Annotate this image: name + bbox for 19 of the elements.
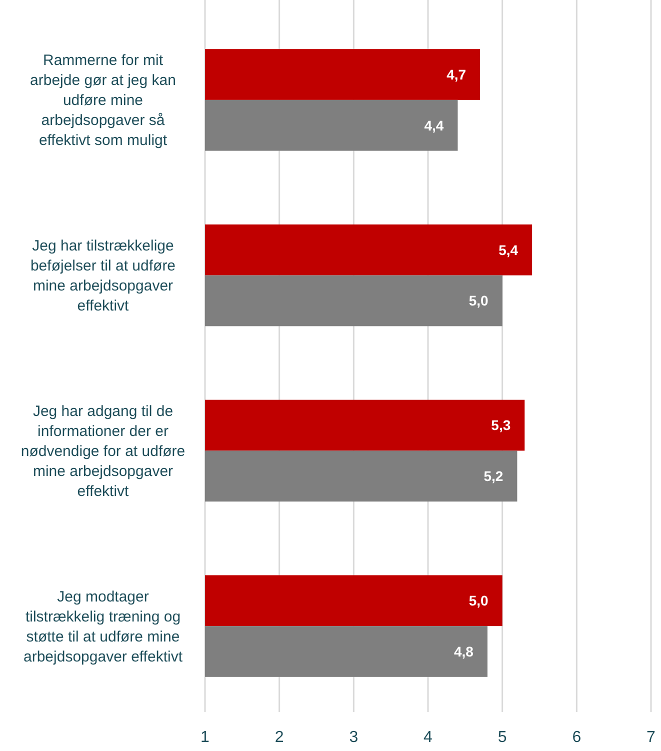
- data-label: 4,7: [446, 66, 466, 82]
- data-label: 5,0: [468, 592, 489, 609]
- x-tick-label: 1: [200, 729, 210, 746]
- y-tick-label: Jeg har adgang til de informationer der er nødvendige for at udføre mine arbejdsopgaver effektivt: [20, 402, 186, 500]
- x-tick-label: 7: [646, 729, 656, 746]
- x-tick-label: 4: [424, 729, 433, 746]
- y-tick-label: Rammerne for mit arbejde gør at jeg kan udføre mine arbejdsopgaver så effektivt som muligt: [30, 52, 176, 150]
- x-tick-label: 2: [274, 729, 284, 746]
- data-label: 4,8: [454, 643, 474, 660]
- x-tick-label: 3: [349, 729, 358, 746]
- y-tick-label: Jeg modtager tilstrækkelig træning og støtte til at udføre mine arbejdsopgaver effektivt: [24, 588, 184, 666]
- x-tick-label: 6: [572, 729, 582, 746]
- data-label: 5,2: [484, 468, 504, 484]
- data-label: 5,4: [498, 242, 518, 258]
- y-tick-label: Jeg har tilstrækkelige beføjelser til at udføre mine arbejdsopgaver effektivt: [30, 238, 176, 315]
- data-label: 5,0: [468, 292, 489, 309]
- data-label: 4,4: [424, 117, 444, 134]
- data-label: 5,3: [491, 417, 511, 434]
- x-tick-label: 5: [498, 729, 507, 746]
